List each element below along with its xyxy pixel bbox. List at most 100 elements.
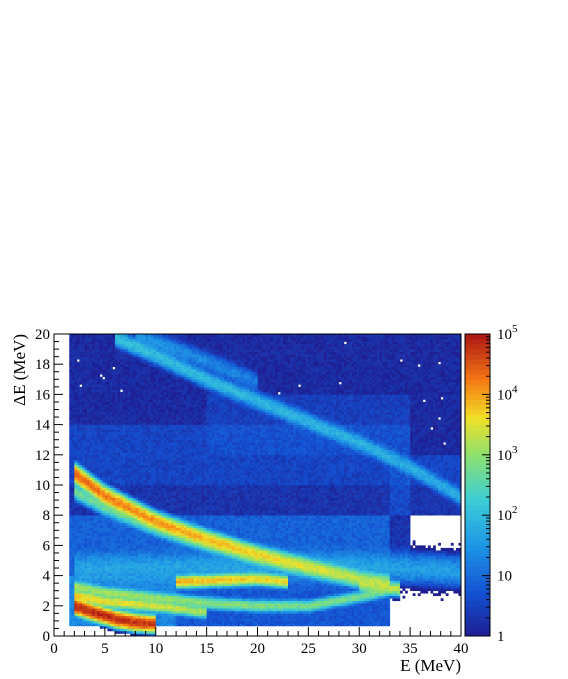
heatmap-cell bbox=[94, 540, 98, 544]
heatmap-cell bbox=[87, 457, 90, 461]
heatmap-cell bbox=[74, 414, 78, 418]
heatmap-cell bbox=[165, 432, 169, 435]
heatmap-cell bbox=[140, 339, 144, 342]
heatmap-cell bbox=[76, 583, 80, 586]
heatmap-cell bbox=[81, 381, 85, 385]
heatmap-cell bbox=[117, 585, 121, 589]
heatmap-cell bbox=[120, 625, 123, 629]
heatmap-cell bbox=[158, 530, 162, 534]
heatmap-cell bbox=[122, 467, 126, 471]
heatmap-cell bbox=[153, 437, 157, 440]
heatmap-cell bbox=[69, 447, 73, 451]
heatmap-cell bbox=[76, 364, 80, 368]
heatmap-cell bbox=[92, 497, 95, 501]
heatmap-cell bbox=[125, 351, 129, 355]
heatmap-cell bbox=[176, 573, 179, 576]
heatmap-cell bbox=[132, 381, 136, 385]
heatmap-cell bbox=[160, 422, 164, 425]
heatmap-cell bbox=[153, 600, 157, 604]
heatmap-cell bbox=[104, 512, 108, 516]
heatmap-cell bbox=[107, 575, 111, 579]
heatmap-cell bbox=[158, 550, 162, 554]
heatmap-cell bbox=[168, 359, 172, 362]
heatmap-cell bbox=[69, 394, 73, 398]
heatmap-cell bbox=[135, 618, 139, 622]
heatmap-cell bbox=[145, 565, 149, 569]
heatmap-cell bbox=[122, 424, 126, 428]
heatmap-cell bbox=[168, 507, 172, 511]
heatmap-cell bbox=[160, 434, 164, 438]
heatmap-cell bbox=[125, 361, 129, 365]
heatmap-cell bbox=[71, 560, 75, 564]
heatmap-cell bbox=[115, 467, 118, 471]
heatmap-cell bbox=[132, 341, 136, 345]
heatmap-cell bbox=[102, 555, 106, 559]
heatmap-cell bbox=[81, 391, 85, 395]
heatmap-cell bbox=[115, 568, 118, 571]
heatmap-cell bbox=[122, 422, 126, 425]
heatmap-cell bbox=[89, 580, 93, 584]
heatmap-cell bbox=[125, 371, 129, 375]
heatmap-cell bbox=[97, 618, 101, 622]
heatmap-cell bbox=[107, 442, 111, 446]
heatmap-cell bbox=[104, 479, 108, 483]
heatmap-cell bbox=[117, 630, 121, 634]
heatmap-cell bbox=[74, 578, 78, 581]
heatmap-cell bbox=[99, 580, 103, 584]
heatmap-cell bbox=[168, 424, 172, 428]
heatmap-cell bbox=[150, 545, 154, 549]
heatmap-cell bbox=[163, 590, 167, 594]
heatmap-cell bbox=[135, 341, 139, 345]
heatmap-cell bbox=[143, 555, 146, 559]
heatmap-cell bbox=[109, 427, 113, 430]
heatmap-cell bbox=[148, 394, 151, 398]
heatmap-cell bbox=[97, 532, 101, 536]
heatmap-cell bbox=[76, 573, 80, 576]
heatmap-cell bbox=[153, 517, 157, 521]
heatmap-cell bbox=[115, 510, 118, 513]
heatmap-cell bbox=[160, 369, 164, 373]
heatmap-cell bbox=[145, 454, 149, 458]
heatmap-cell bbox=[135, 620, 139, 624]
heatmap-cell bbox=[104, 396, 108, 400]
heatmap-cell bbox=[143, 339, 146, 342]
heatmap-cell bbox=[117, 339, 121, 342]
heatmap-cell bbox=[94, 474, 98, 478]
heatmap-cell bbox=[102, 593, 106, 597]
heatmap-cell bbox=[104, 474, 108, 478]
heatmap-cell bbox=[89, 467, 93, 471]
heatmap-cell bbox=[112, 394, 116, 398]
heatmap-cell bbox=[107, 507, 111, 511]
heatmap-cell bbox=[148, 399, 151, 403]
heatmap-cell bbox=[89, 510, 93, 513]
heatmap-cell bbox=[94, 349, 98, 352]
heatmap-cell bbox=[112, 391, 116, 395]
heatmap-cell bbox=[165, 502, 169, 506]
heatmap-cell bbox=[109, 585, 113, 589]
heatmap-cell bbox=[143, 532, 146, 536]
heatmap-cell bbox=[150, 522, 154, 526]
heatmap-cell bbox=[107, 623, 111, 627]
heatmap-cell bbox=[140, 401, 144, 405]
heatmap-cell bbox=[145, 603, 149, 607]
heatmap-cell bbox=[148, 623, 151, 627]
heatmap-cell bbox=[94, 552, 98, 556]
heatmap-cell bbox=[71, 530, 75, 534]
heatmap-cell bbox=[165, 512, 169, 516]
heatmap-cell bbox=[104, 381, 108, 385]
heatmap-cell bbox=[107, 464, 111, 468]
heatmap-cell bbox=[74, 462, 78, 466]
heatmap-cell bbox=[140, 434, 144, 438]
heatmap-cell bbox=[117, 374, 121, 378]
heatmap-cell bbox=[160, 555, 164, 559]
heatmap-cell bbox=[115, 507, 118, 511]
heatmap-cell bbox=[155, 613, 159, 617]
heatmap-cell bbox=[150, 396, 154, 400]
heatmap-cell bbox=[79, 593, 83, 597]
heatmap-cell bbox=[76, 563, 80, 566]
heatmap-cell bbox=[140, 427, 144, 430]
heatmap-cell bbox=[92, 409, 95, 413]
heatmap-cell bbox=[122, 479, 126, 483]
heatmap-cell bbox=[143, 595, 146, 599]
heatmap-cell bbox=[171, 598, 174, 602]
